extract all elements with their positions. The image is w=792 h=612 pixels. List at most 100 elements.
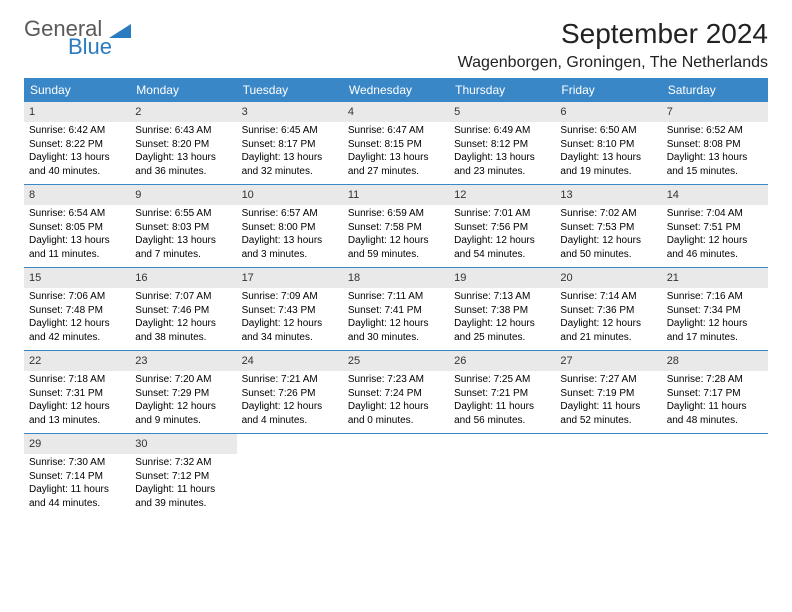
day-number: 27 (560, 353, 656, 369)
day-number-bar: 17 (237, 268, 343, 288)
daylight-text: Daylight: 13 hours (242, 151, 338, 165)
sunset-text: Sunset: 7:56 PM (454, 221, 550, 235)
day-number: 6 (560, 104, 656, 120)
week-row: 29 Sunrise: 7:30 AMSunset: 7:14 PMDayligh… (24, 434, 768, 516)
sunrise-text: Sunrise: 6:54 AM (29, 207, 125, 221)
day-number: 29 (29, 436, 125, 452)
day-number-bar: 5 (449, 102, 555, 122)
day-info: Sunrise: 7:20 AMSunset: 7:29 PMDaylight:… (135, 373, 231, 427)
day-number-bar: 28 (662, 351, 768, 371)
sunset-text: Sunset: 7:36 PM (560, 304, 656, 318)
day-info: Sunrise: 6:55 AMSunset: 8:03 PMDaylight:… (135, 207, 231, 261)
day-number-bar: 10 (237, 185, 343, 205)
daylight-text-2: and 23 minutes. (454, 165, 550, 179)
day-cell: 29 Sunrise: 7:30 AMSunset: 7:14 PMDayligh… (24, 434, 130, 516)
day-header: Monday (130, 78, 236, 102)
sunset-text: Sunset: 7:41 PM (348, 304, 444, 318)
daylight-text-2: and 36 minutes. (135, 165, 231, 179)
daylight-text: Daylight: 13 hours (560, 151, 656, 165)
sunset-text: Sunset: 8:22 PM (29, 138, 125, 152)
day-number: 23 (135, 353, 231, 369)
daylight-text-2: and 44 minutes. (29, 497, 125, 511)
day-number-bar: 30 (130, 434, 236, 454)
sunset-text: Sunset: 7:51 PM (667, 221, 763, 235)
day-number: 18 (348, 270, 444, 286)
sunset-text: Sunset: 7:58 PM (348, 221, 444, 235)
day-cell: 28Sunrise: 7:28 AMSunset: 7:17 PMDayligh… (662, 351, 768, 433)
day-number-bar: 26 (449, 351, 555, 371)
daylight-text: Daylight: 12 hours (348, 234, 444, 248)
sunrise-text: Sunrise: 7:04 AM (667, 207, 763, 221)
sunrise-text: Sunrise: 6:55 AM (135, 207, 231, 221)
sunset-text: Sunset: 7:26 PM (242, 387, 338, 401)
day-cell: 23 Sunrise: 7:20 AMSunset: 7:29 PMDayligh… (130, 351, 236, 433)
daylight-text-2: and 21 minutes. (560, 331, 656, 345)
header: General Blue September 2024 Wagenborgen,… (24, 18, 768, 72)
daylight-text-2: and 11 minutes. (29, 248, 125, 262)
day-info: Sunrise: 6:47 AMSunset: 8:15 PMDaylight:… (348, 124, 444, 178)
day-number-bar: 16 (130, 268, 236, 288)
day-info: Sunrise: 6:43 AMSunset: 8:20 PMDaylight:… (135, 124, 231, 178)
daylight-text-2: and 15 minutes. (667, 165, 763, 179)
day-number-bar: 24 (237, 351, 343, 371)
sunset-text: Sunset: 7:43 PM (242, 304, 338, 318)
daylight-text-2: and 7 minutes. (135, 248, 231, 262)
sunrise-text: Sunrise: 6:52 AM (667, 124, 763, 138)
sunrise-text: Sunrise: 7:14 AM (560, 290, 656, 304)
weeks-container: 1Sunrise: 6:42 AMSunset: 8:22 PMDaylight… (24, 102, 768, 516)
day-cell (662, 434, 768, 516)
day-cell: 3Sunrise: 6:45 AMSunset: 8:17 PMDaylight… (237, 102, 343, 184)
sunset-text: Sunset: 7:48 PM (29, 304, 125, 318)
daylight-text-2: and 42 minutes. (29, 331, 125, 345)
sunset-text: Sunset: 8:00 PM (242, 221, 338, 235)
logo: General Blue (24, 18, 131, 58)
day-number-bar: 13 (555, 185, 661, 205)
day-cell: 1Sunrise: 6:42 AMSunset: 8:22 PMDaylight… (24, 102, 130, 184)
day-number: 3 (242, 104, 338, 120)
day-info: Sunrise: 7:25 AMSunset: 7:21 PMDaylight:… (454, 373, 550, 427)
day-cell: 13Sunrise: 7:02 AMSunset: 7:53 PMDayligh… (555, 185, 661, 267)
day-info: Sunrise: 7:30 AMSunset: 7:14 PMDaylight:… (29, 456, 125, 510)
day-cell (343, 434, 449, 516)
sunset-text: Sunset: 8:03 PM (135, 221, 231, 235)
sunset-text: Sunset: 7:17 PM (667, 387, 763, 401)
sunrise-text: Sunrise: 7:06 AM (29, 290, 125, 304)
day-info: Sunrise: 7:06 AMSunset: 7:48 PMDaylight:… (29, 290, 125, 344)
daylight-text: Daylight: 12 hours (135, 317, 231, 331)
sunrise-text: Sunrise: 7:13 AM (454, 290, 550, 304)
daylight-text-2: and 27 minutes. (348, 165, 444, 179)
day-number-bar: 21 (662, 268, 768, 288)
day-number: 14 (667, 187, 763, 203)
sunset-text: Sunset: 8:15 PM (348, 138, 444, 152)
sunrise-text: Sunrise: 7:11 AM (348, 290, 444, 304)
day-number: 1 (29, 104, 125, 120)
day-info: Sunrise: 7:32 AMSunset: 7:12 PMDaylight:… (135, 456, 231, 510)
daylight-text-2: and 54 minutes. (454, 248, 550, 262)
day-cell: 22Sunrise: 7:18 AMSunset: 7:31 PMDayligh… (24, 351, 130, 433)
day-cell: 21Sunrise: 7:16 AMSunset: 7:34 PMDayligh… (662, 268, 768, 350)
day-info: Sunrise: 6:49 AMSunset: 8:12 PMDaylight:… (454, 124, 550, 178)
sunset-text: Sunset: 8:20 PM (135, 138, 231, 152)
day-header: Sunday (24, 78, 130, 102)
daylight-text: Daylight: 13 hours (242, 234, 338, 248)
day-cell (237, 434, 343, 516)
day-info: Sunrise: 7:18 AMSunset: 7:31 PMDaylight:… (29, 373, 125, 427)
day-cell: 27Sunrise: 7:27 AMSunset: 7:19 PMDayligh… (555, 351, 661, 433)
day-number-bar: 14 (662, 185, 768, 205)
sunrise-text: Sunrise: 7:20 AM (135, 373, 231, 387)
day-cell: 12Sunrise: 7:01 AMSunset: 7:56 PMDayligh… (449, 185, 555, 267)
day-number: 4 (348, 104, 444, 120)
daylight-text: Daylight: 11 hours (560, 400, 656, 414)
sunset-text: Sunset: 8:12 PM (454, 138, 550, 152)
daylight-text: Daylight: 13 hours (667, 151, 763, 165)
day-number-bar: 27 (555, 351, 661, 371)
day-number: 10 (242, 187, 338, 203)
day-info: Sunrise: 7:23 AMSunset: 7:24 PMDaylight:… (348, 373, 444, 427)
sunrise-text: Sunrise: 7:27 AM (560, 373, 656, 387)
sunset-text: Sunset: 7:24 PM (348, 387, 444, 401)
day-number: 24 (242, 353, 338, 369)
daylight-text: Daylight: 12 hours (242, 400, 338, 414)
sunset-text: Sunset: 7:12 PM (135, 470, 231, 484)
sunset-text: Sunset: 8:05 PM (29, 221, 125, 235)
day-number: 8 (29, 187, 125, 203)
